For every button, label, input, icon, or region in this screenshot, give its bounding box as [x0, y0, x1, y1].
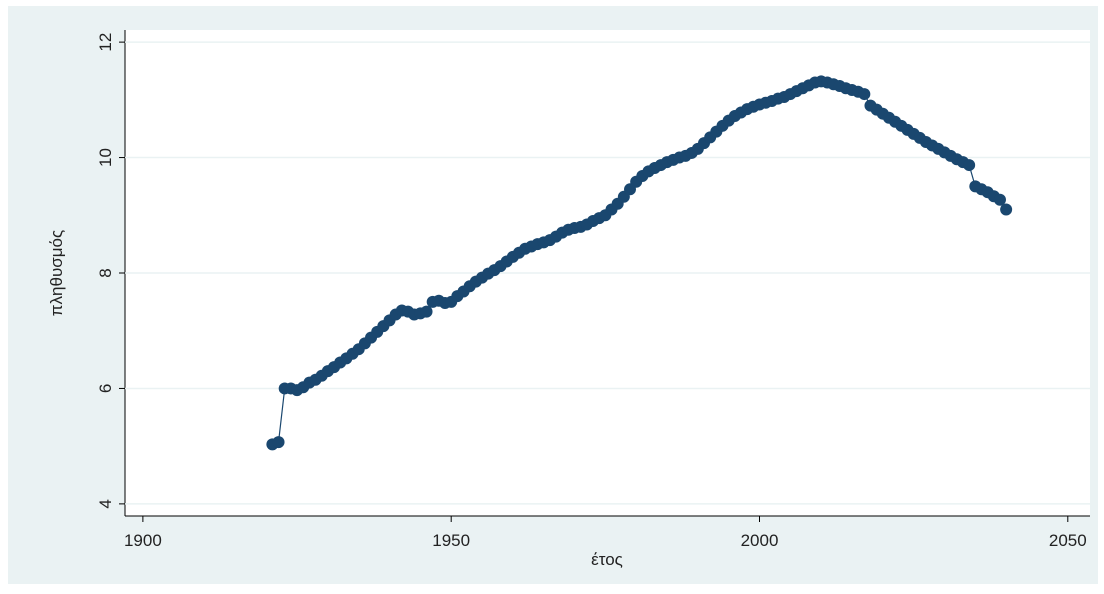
y-tick-label: 12 [96, 33, 115, 52]
y-tick-label: 4 [96, 499, 115, 508]
marker [858, 88, 871, 101]
x-tick-label: 1900 [124, 531, 162, 550]
x-tick-label: 2000 [741, 531, 779, 550]
x-axis-title: έτος [591, 550, 623, 569]
y-tick-label: 6 [96, 384, 115, 393]
marker [420, 305, 433, 318]
marker [993, 193, 1006, 206]
y-tick-label: 8 [96, 268, 115, 277]
y-axis-title: πληθυσμός [47, 230, 66, 316]
x-tick-label: 1950 [432, 531, 470, 550]
marker [1000, 203, 1013, 216]
marker [272, 436, 285, 449]
x-tick-label: 2050 [1049, 531, 1087, 550]
marker [963, 159, 976, 172]
y-tick-label: 10 [96, 148, 115, 167]
